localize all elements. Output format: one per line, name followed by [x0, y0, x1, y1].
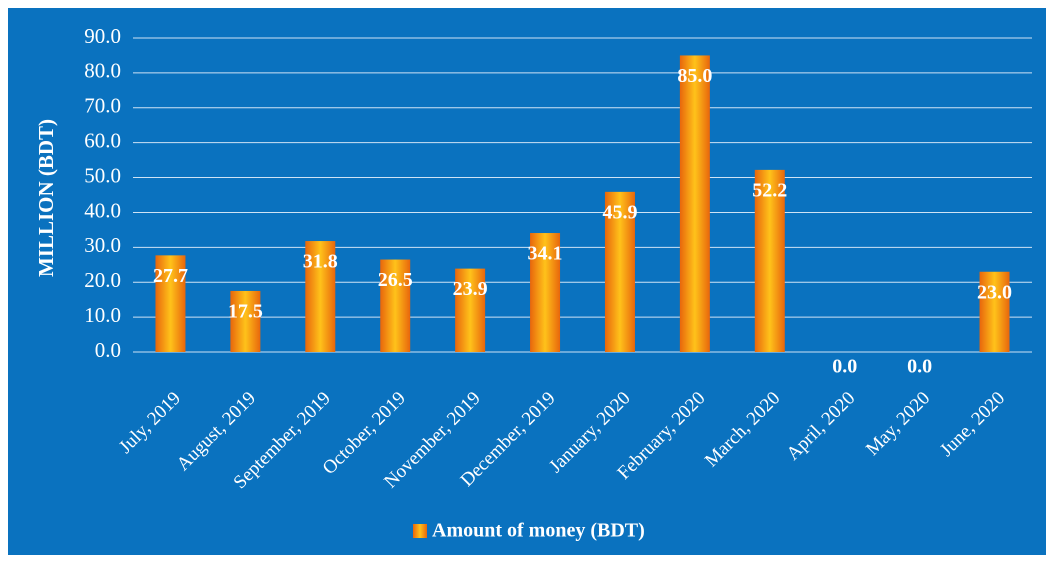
y-tick-label: 40.0	[84, 198, 121, 222]
data-label: 17.5	[228, 301, 263, 323]
legend-label: Amount of money (BDT)	[432, 520, 645, 542]
y-tick-label: 20.0	[84, 268, 121, 292]
data-label: 23.9	[453, 278, 488, 300]
data-label: 0.0	[832, 356, 857, 378]
bar	[155, 255, 186, 352]
y-tick-label: 60.0	[84, 128, 121, 152]
bar	[530, 233, 561, 352]
legend-swatch	[413, 524, 427, 538]
y-tick-label: 0.0	[95, 338, 121, 362]
data-label: 31.8	[303, 251, 338, 273]
data-label: 85.0	[677, 65, 712, 87]
bar	[754, 169, 785, 352]
data-label: 23.0	[977, 281, 1012, 303]
bar	[455, 268, 486, 352]
y-tick-label: 30.0	[84, 233, 121, 257]
y-tick-label: 50.0	[84, 163, 121, 187]
bar	[380, 259, 411, 352]
bar	[230, 290, 261, 352]
bar	[604, 191, 635, 352]
data-label: 45.9	[602, 201, 637, 223]
data-label: 0.0	[907, 356, 932, 378]
bar	[979, 271, 1010, 352]
data-label: 26.5	[378, 269, 413, 291]
data-label: 52.2	[752, 179, 787, 201]
bar	[305, 241, 336, 352]
y-tick-label: 80.0	[84, 59, 121, 83]
data-label: 34.1	[528, 243, 563, 265]
y-tick-label: 90.0	[84, 24, 121, 48]
bar	[679, 55, 710, 352]
y-tick-label: 10.0	[84, 303, 121, 327]
y-tick-label: 70.0	[84, 94, 121, 118]
y-axis-title: MILLION (BDT)	[34, 119, 58, 277]
data-label: 27.7	[153, 265, 188, 287]
